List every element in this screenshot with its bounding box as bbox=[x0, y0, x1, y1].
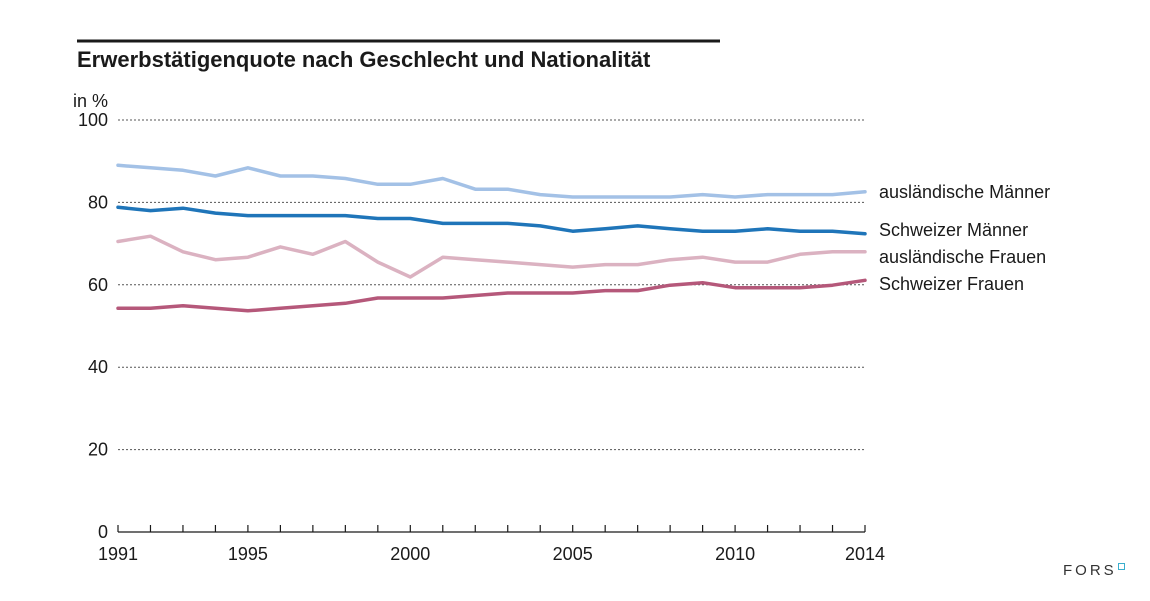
y-tick-labels: 0 20 40 60 80 100 bbox=[78, 110, 108, 542]
series-line-2 bbox=[116, 205, 867, 236]
x-tick-label-2014: 2014 bbox=[845, 544, 885, 564]
series-line-4 bbox=[116, 278, 867, 313]
series-line-3 bbox=[116, 234, 867, 279]
logo-square-icon bbox=[1117, 563, 1125, 570]
x-tick-label-2010: 2010 bbox=[715, 544, 755, 564]
series-line-1 bbox=[116, 163, 867, 199]
y-tick-label-0: 0 bbox=[98, 522, 108, 542]
x-tick-label-1995: 1995 bbox=[228, 544, 268, 564]
y-tick-label-60: 60 bbox=[88, 275, 108, 295]
series-lines bbox=[116, 163, 867, 313]
fors-logo: FORS bbox=[1063, 562, 1125, 579]
chart-title: Erwerbstätigenquote nach Geschlecht und … bbox=[77, 47, 651, 72]
gridlines bbox=[118, 119, 865, 451]
legend-label-2: Schweizer Männer bbox=[879, 220, 1028, 240]
y-tick-label-80: 80 bbox=[88, 192, 108, 212]
y-axis-unit: in % bbox=[73, 91, 108, 111]
x-tick-label-1991: 1991 bbox=[98, 544, 138, 564]
legend-label-3: ausländische Frauen bbox=[879, 247, 1046, 267]
x-tick-labels: 1991 1995 2000 2005 2010 2014 bbox=[98, 544, 885, 564]
y-tick-label-40: 40 bbox=[88, 357, 108, 377]
x-axis bbox=[117, 525, 866, 533]
legend-label-4: Schweizer Frauen bbox=[879, 274, 1024, 294]
x-tick-label-2000: 2000 bbox=[390, 544, 430, 564]
y-tick-label-20: 20 bbox=[88, 440, 108, 460]
x-tick-label-2005: 2005 bbox=[553, 544, 593, 564]
legend: ausländische Männer Schweizer Männer auslä… bbox=[879, 182, 1050, 294]
logo-text: FORS bbox=[1063, 562, 1117, 579]
legend-label-1: ausländische Männer bbox=[879, 182, 1050, 202]
y-tick-label-100: 100 bbox=[78, 110, 108, 130]
